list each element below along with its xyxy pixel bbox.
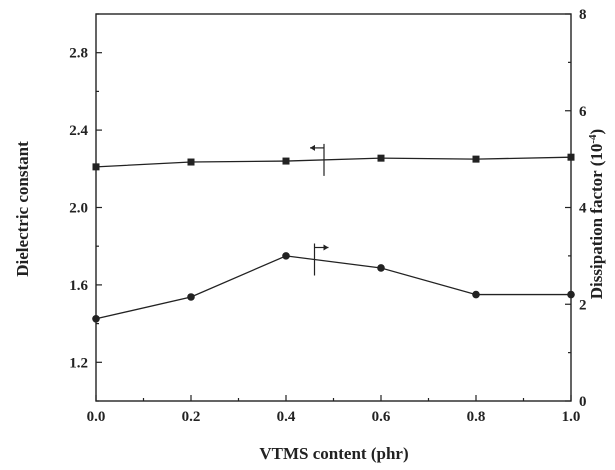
- y-right-tick-label: 4: [579, 201, 587, 217]
- series-0-point: [377, 154, 385, 162]
- x-tick-label: 0.2: [182, 409, 201, 425]
- series-0-line: [95, 156, 572, 168]
- y-left-tick-label: 2.8: [69, 46, 88, 62]
- x-tick-label: 0.8: [467, 409, 486, 425]
- x-tick-label: 1.0: [562, 409, 581, 425]
- y-right-axis-title: Dissipation factor (10-4): [587, 129, 606, 299]
- series-0-point: [187, 158, 195, 166]
- series-0-point: [92, 163, 100, 171]
- y-left-tick-label: 2.4: [69, 123, 88, 139]
- y-right-axis-title-unit: (10: [587, 144, 606, 167]
- y-right-tick-label: 0: [579, 394, 587, 410]
- series-0-point: [567, 153, 575, 161]
- x-axis-title: VTMS content (phr): [259, 444, 408, 463]
- series-1-line: [95, 255, 571, 320]
- x-tick-label: 0.0: [87, 409, 106, 425]
- y-right-axis-ticks: 0 2 4 6 8: [565, 7, 587, 410]
- x-axis-ticks: 0.0 0.2 0.4 0.6 0.8 1.0: [87, 395, 581, 425]
- y-right-tick-label: 2: [579, 297, 587, 313]
- axis-indicator-arrow-left: [310, 143, 325, 176]
- series-1-point: [567, 290, 575, 299]
- y-right-axis-title-main: Dissipation factor: [587, 170, 606, 299]
- series-1-point: [92, 314, 100, 323]
- y-right-axis-title-exponent: -4: [587, 134, 599, 144]
- y-left-axis-ticks: 1.2 1.6 2.0 2.4 2.8: [69, 13, 102, 402]
- plot-frame: [95, 13, 572, 402]
- y-right-tick-label: 8: [579, 7, 587, 23]
- y-left-axis-title: Dielectric constant: [13, 141, 32, 277]
- x-tick-label: 0.6: [372, 409, 391, 425]
- x-tick-label: 0.4: [277, 409, 296, 425]
- series-1-point: [282, 252, 290, 260]
- series-1-point: [187, 293, 195, 301]
- series-1-point: [377, 264, 385, 272]
- axis-indicator-arrow-right: [313, 243, 329, 276]
- y-left-tick-label: 1.6: [69, 278, 88, 294]
- y-right-axis-title-close: ): [587, 129, 606, 135]
- y-right-tick-label: 6: [579, 104, 587, 120]
- series-1-point: [472, 290, 480, 299]
- y-left-tick-label: 1.2: [69, 355, 88, 371]
- series-layer: [92, 153, 575, 323]
- y-left-tick-label: 2.0: [69, 201, 88, 217]
- series-0-point: [282, 157, 290, 165]
- annotation-layer: [310, 143, 329, 276]
- series-0-point: [472, 155, 480, 163]
- plot-area-border: [95, 13, 572, 402]
